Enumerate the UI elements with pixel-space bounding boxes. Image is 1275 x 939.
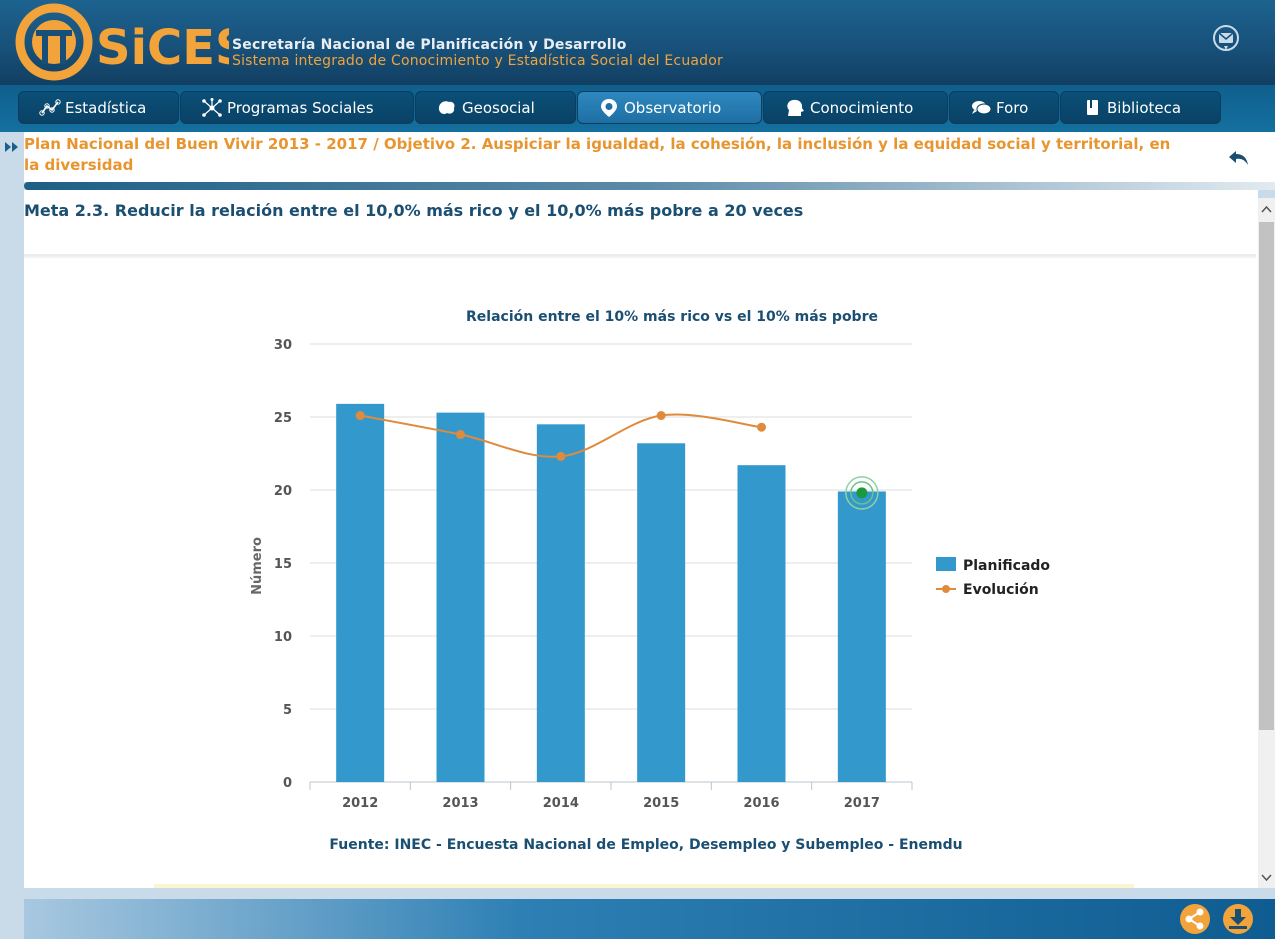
header-title: Secretaría Nacional de Planificación y D… [232,37,627,53]
tab-foro[interactable]: Foro [949,91,1059,124]
meta-title: Meta 2.3. Reducir la relación entre el 1… [24,201,804,220]
location-pin-icon [601,98,617,117]
bar-2012 [336,403,385,782]
map-icon [438,100,455,114]
chart-source: Fuente: INEC - Encuesta Nacional de Empl… [329,837,962,853]
breadcrumb[interactable]: Plan Nacional del Buen Vivir 2013 - 2017… [24,135,1171,174]
tab-label: Programas Sociales [227,98,374,117]
scroll-down-icon[interactable] [1258,867,1275,887]
x-tick-label: 2016 [743,796,779,811]
target-ring-inner [850,481,874,505]
y-tick-label: 10 [274,630,292,645]
y-tick-label: 25 [274,411,292,426]
bar-2016 [737,465,786,782]
x-tick-label: 2017 [844,796,880,811]
bar-2013 [436,412,485,782]
legend-swatch-planificado [936,557,956,571]
tab-geosocial[interactable]: Geosocial [415,91,576,124]
tab-label: Estadística [65,98,147,117]
evolucion-point-2014 [556,451,566,461]
chat-bubbles-icon [972,100,992,114]
evolucion-point-2012 [355,411,365,421]
tab-label: Observatorio [624,98,722,117]
tab-programas-sociales[interactable]: Programas Sociales [180,91,414,124]
description-box [154,884,1134,888]
y-tick-label: 5 [283,703,292,718]
chart-container: Relación entre el 10% más rico vs el 10%… [24,290,1258,870]
tab-conocimiento[interactable]: Conocimiento [763,91,948,124]
bar-2017 [837,491,886,782]
network-icon [202,97,222,117]
bar-2014 [536,424,585,782]
tab-label: Biblioteca [1107,98,1182,117]
tab-biblioteca[interactable]: Biblioteca [1060,91,1221,124]
legend-label-evolucion: Evolución [963,582,1039,598]
header-subtitle: Sistema integrado de Conocimiento y Esta… [232,53,723,69]
scrollbar-thumb[interactable] [1259,222,1274,730]
head-icon [787,99,804,116]
tab-estadistica[interactable]: Estadística [18,91,179,124]
footer-bar [24,899,1275,939]
side-panel-toggle-strip [0,132,24,900]
target-ring-outer [845,476,879,510]
evolucion-point-2013 [456,430,465,440]
legend-label-planificado: Planificado [963,558,1050,574]
download-icon[interactable] [1222,903,1254,935]
y-tick-label: 0 [283,776,292,791]
share-icon[interactable] [1179,903,1211,935]
back-arrow-icon[interactable] [1227,146,1251,170]
tab-label: Foro [996,98,1029,117]
y-tick-label: 20 [274,484,292,499]
divider [24,254,1256,258]
tab-observatorio[interactable]: Observatorio [577,91,762,124]
y-axis-label: Número [250,537,265,595]
content-area: Meta 2.3. Reducir la relación entre el 1… [24,190,1258,888]
x-tick-label: 2015 [643,796,679,811]
evolucion-point-2016 [757,422,766,432]
breadcrumb-panel: Plan Nacional del Buen Vivir 2013 - 2017… [24,132,1275,182]
bar-2015 [637,443,686,782]
legend-swatch-evolucion-dot [942,585,950,593]
target-point [856,487,868,499]
divider [24,182,1275,190]
evolucion-point-2015 [656,411,666,421]
expand-panel-icon[interactable] [4,140,20,154]
main-nav: Estadística Programas Sociales Geosocial… [0,85,1275,132]
y-tick-label: 15 [274,557,292,572]
scroll-up-icon[interactable] [1258,200,1275,220]
x-tick-label: 2014 [543,796,579,811]
y-tick-label: 30 [274,338,292,353]
tab-label: Conocimiento [810,98,914,117]
mail-icon[interactable] [1212,24,1240,52]
tab-label: Geosocial [462,98,535,117]
x-tick-label: 2012 [342,796,378,811]
chart-title: Relación entre el 10% más rico vs el 10%… [466,309,878,325]
bar-line-chart: Relación entre el 10% más rico vs el 10%… [250,309,1050,853]
x-tick-label: 2013 [442,796,478,811]
chart-line-icon [39,98,61,116]
book-icon [1087,99,1098,115]
